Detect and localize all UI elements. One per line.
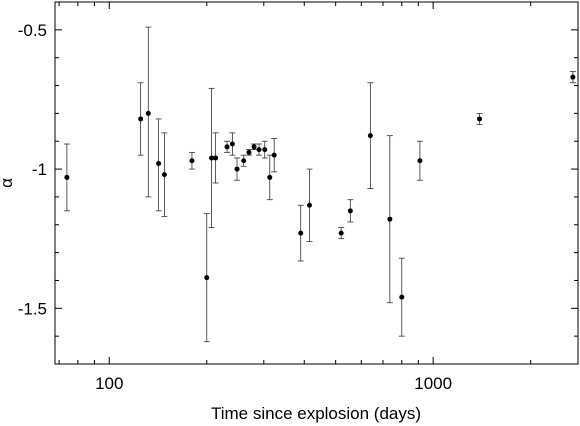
data-point: [298, 230, 304, 236]
x-tick-label: 1000: [414, 374, 452, 393]
data-point: [387, 216, 393, 222]
data-point: [145, 110, 151, 116]
y-tick-label: -1.5: [18, 299, 47, 318]
data-point: [476, 116, 482, 122]
data-point: [64, 174, 70, 180]
y-tick-label: -0.5: [18, 21, 47, 40]
data-point: [306, 202, 312, 208]
data-point: [399, 294, 405, 300]
x-axis-title: Time since explosion (days): [211, 404, 421, 423]
axis-ticks: 100 1000 -0.5 -1 -1.5: [18, 1, 578, 393]
plot-frame: [54, 1, 579, 365]
data-point: [246, 149, 252, 155]
data-point: [338, 230, 344, 236]
data-points: [64, 74, 576, 300]
y-axis-title: α: [0, 178, 16, 188]
data-point: [262, 147, 268, 153]
data-point: [271, 152, 277, 158]
data-point: [256, 147, 262, 153]
data-point: [156, 161, 162, 167]
data-point: [570, 74, 576, 80]
data-point: [224, 144, 230, 150]
data-point: [204, 275, 210, 281]
y-tick-label: -1: [32, 160, 47, 179]
data-point: [267, 174, 273, 180]
data-point: [241, 158, 247, 164]
data-point: [347, 208, 353, 214]
data-point: [229, 141, 235, 147]
data-point: [417, 158, 423, 164]
data-point: [138, 116, 144, 122]
data-point: [161, 172, 167, 178]
data-point: [251, 144, 257, 150]
data-point: [213, 155, 219, 161]
data-point: [367, 133, 373, 139]
data-point: [234, 166, 240, 172]
data-point: [209, 155, 215, 161]
data-point: [189, 158, 195, 164]
x-tick-label: 100: [95, 374, 123, 393]
error-bars: [63, 26, 576, 343]
